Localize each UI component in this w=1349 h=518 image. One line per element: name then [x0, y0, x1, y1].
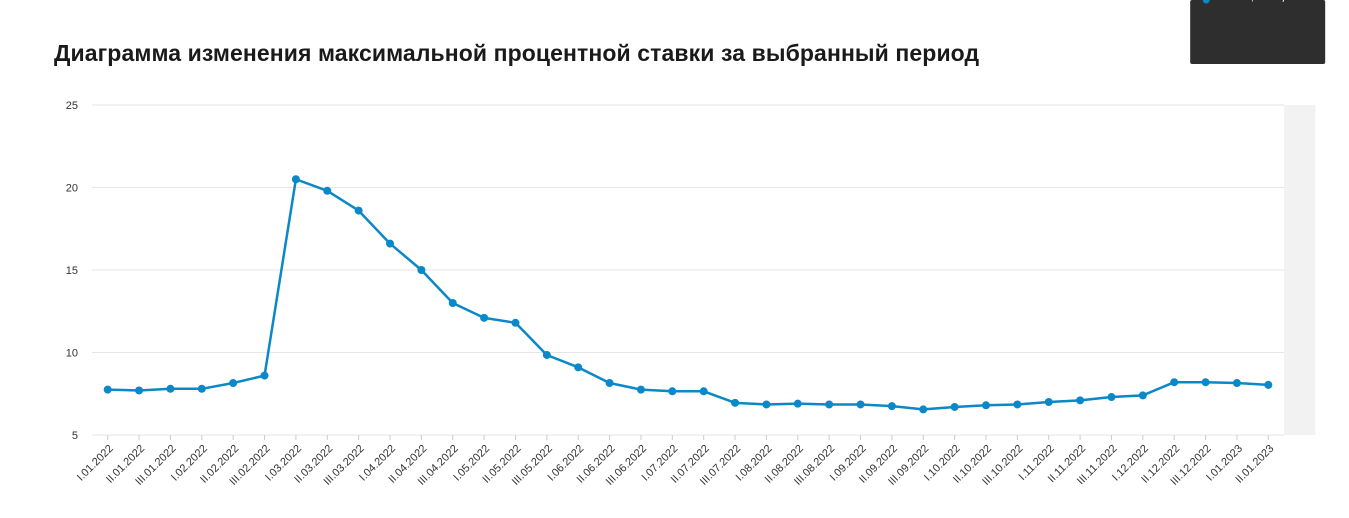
data-point[interactable] [480, 313, 489, 322]
data-point[interactable] [386, 239, 394, 248]
data-point[interactable] [229, 379, 238, 388]
data-point[interactable] [668, 387, 677, 396]
data-point[interactable] [260, 371, 269, 380]
data-point[interactable] [323, 186, 332, 195]
y-tick-label: 20 [66, 183, 78, 195]
data-point[interactable] [1107, 393, 1116, 402]
data-point[interactable] [354, 206, 363, 215]
data-point[interactable] [1232, 379, 1241, 388]
data-point[interactable] [762, 400, 771, 409]
data-point[interactable] [511, 318, 520, 327]
y-tick-label: 15 [66, 265, 78, 277]
hover-highlight-band [1284, 105, 1316, 435]
data-point[interactable] [856, 400, 865, 409]
data-point[interactable] [166, 384, 175, 393]
tooltip-series-dot [1202, 0, 1210, 4]
data-point[interactable] [982, 401, 990, 410]
data-point[interactable] [636, 385, 645, 394]
y-tick-label: 10 [66, 348, 78, 360]
y-tick-label: 5 [72, 430, 78, 442]
y-tick-label: 25 [66, 100, 78, 112]
data-point[interactable] [135, 386, 144, 395]
data-point[interactable] [887, 402, 896, 411]
data-point[interactable] [919, 405, 928, 414]
series-line-stavka [107, 178, 1269, 411]
data-point[interactable] [1201, 378, 1210, 387]
data-point[interactable] [574, 363, 583, 372]
data-point[interactable] [542, 350, 551, 359]
data-point[interactable] [825, 400, 834, 409]
tooltip: II.01.2023ставка, %: 8,036 [1190, 0, 1326, 64]
tooltip-value: 8,036 [1275, 0, 1305, 3]
data-point[interactable] [103, 385, 112, 394]
data-point[interactable] [1076, 396, 1085, 405]
data-point[interactable] [699, 387, 708, 396]
tooltip-box [1190, 0, 1326, 64]
data-point[interactable] [197, 384, 206, 393]
data-point[interactable] [1013, 400, 1022, 409]
tooltip-label: ставка, %: 8,036 [1214, 0, 1305, 3]
data-point[interactable] [793, 399, 802, 408]
chart-title: Диаграмма изменения максимальной процент… [54, 40, 980, 66]
data-point[interactable] [417, 266, 426, 274]
data-point[interactable] [731, 398, 740, 407]
data-point[interactable] [291, 175, 300, 184]
data-point[interactable] [1170, 378, 1179, 387]
tooltip-title: II.01.2023 [1203, 0, 1257, 3]
data-point[interactable] [605, 379, 614, 388]
data-point[interactable] [1138, 391, 1147, 400]
data-point[interactable] [1264, 380, 1273, 389]
data-point[interactable] [448, 299, 457, 307]
data-point[interactable] [1044, 398, 1053, 406]
data-point[interactable] [950, 402, 959, 411]
